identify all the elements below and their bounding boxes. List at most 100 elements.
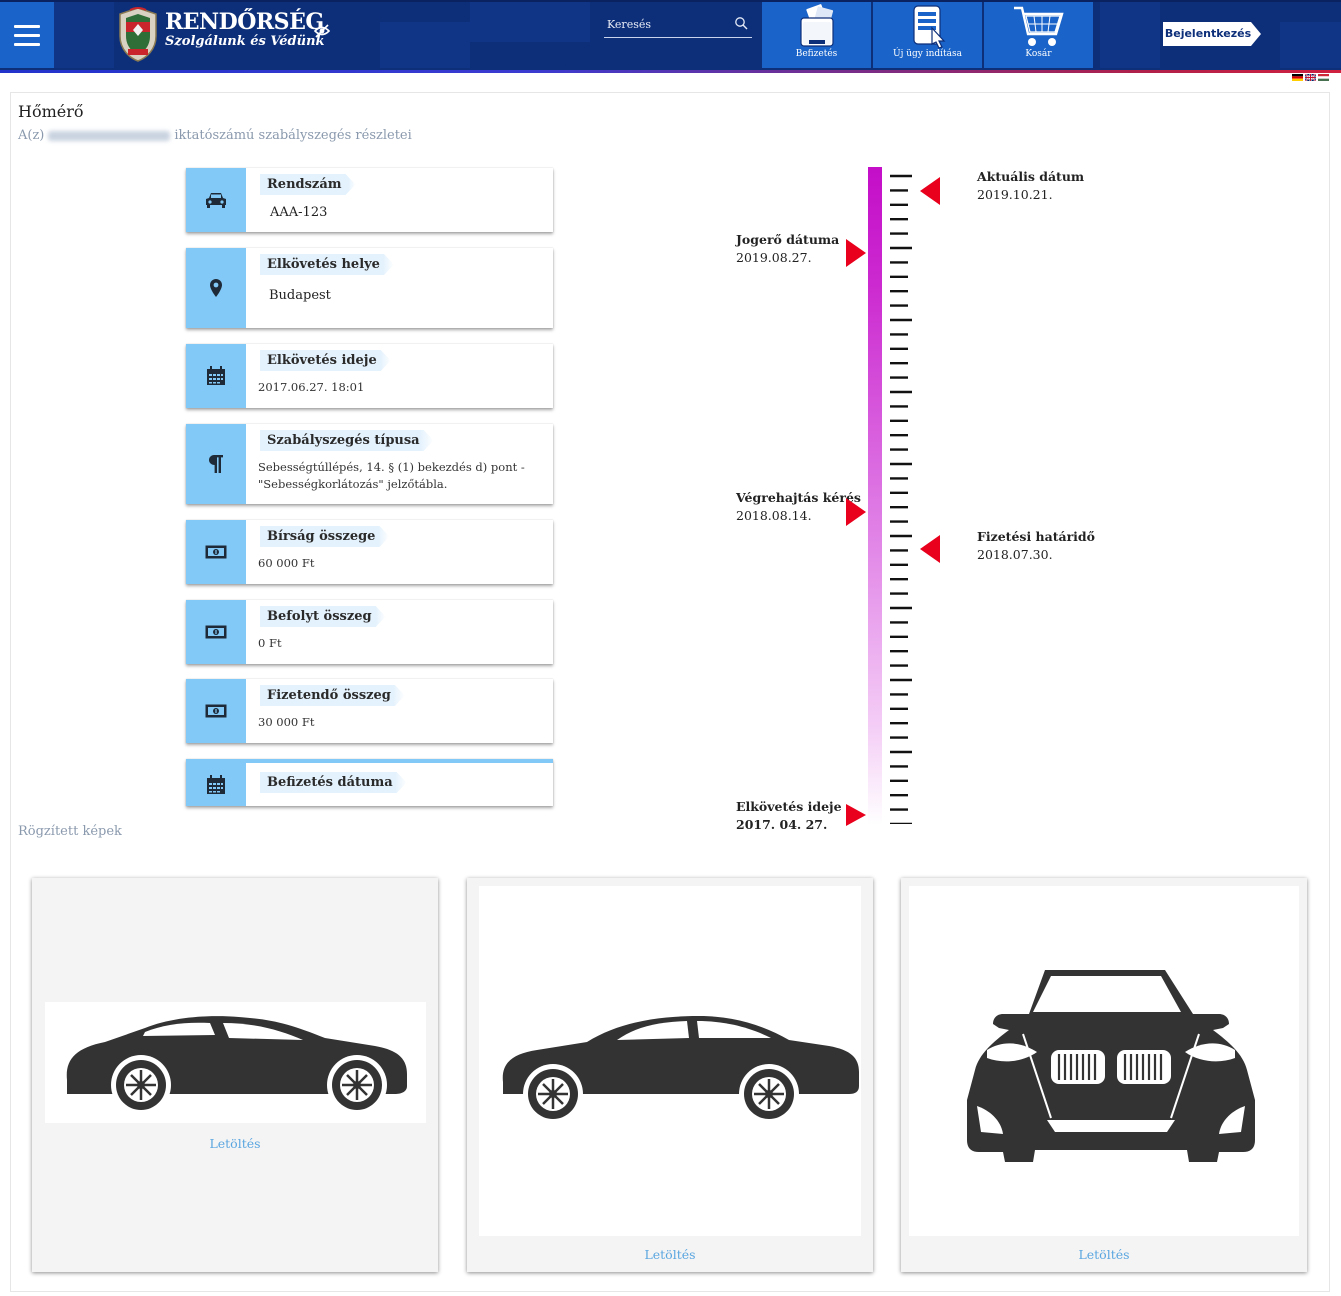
card-label: Befizetés dátuma <box>260 772 407 793</box>
download-link[interactable]: Letöltés <box>1078 1247 1130 1262</box>
arrow-marker-legal-force-date <box>846 239 866 267</box>
menu-icon-bar <box>14 42 40 46</box>
marker-label: Fizetési határidő <box>977 529 1096 544</box>
recorded-image[interactable] <box>909 886 1299 1236</box>
nav-new-case-button[interactable]: Új ügy indítása <box>873 2 983 68</box>
card-label: Elkövetés ideje <box>260 350 391 371</box>
header-background-tile <box>1100 2 1160 68</box>
paragraph-icon <box>209 455 223 473</box>
card-icon-box <box>186 248 246 328</box>
recorded-image[interactable] <box>479 886 861 1236</box>
brand-title: RENDŐRSÉG <box>165 9 324 35</box>
login-label: Bejelentkezés <box>1164 27 1252 40</box>
marker-current-date: Aktuális dátum 2019.10.21. <box>977 168 1084 204</box>
nav-new-case-label: Új ügy indítása <box>892 49 963 59</box>
menu-icon-bar <box>14 24 40 28</box>
page-subtitle: A(z) iktatószámú szabályszegés részletei <box>18 128 412 143</box>
banknote-icon <box>205 545 227 559</box>
info-card-paid-amount: Befolyt összeg 0 Ft <box>186 600 553 664</box>
card-icon-box <box>186 679 246 743</box>
header-background-tile <box>470 2 590 42</box>
card-label: Rendszám <box>260 174 356 195</box>
card-value-paid-amount: 0 Ft <box>258 636 282 650</box>
calendar-icon <box>207 774 225 794</box>
recorded-image-card: Letöltés <box>901 878 1307 1272</box>
marker-label: Elkövetés ideje <box>736 799 842 814</box>
login-button-shape <box>1163 22 1261 46</box>
flag-en-icon[interactable] <box>1305 74 1316 81</box>
nav-cart-button[interactable]: Kosár <box>984 2 1094 68</box>
flag-hu-icon[interactable] <box>1318 74 1329 81</box>
arrow-marker-enforcement-request <box>846 498 866 526</box>
banknote-icon <box>205 704 227 718</box>
download-link[interactable]: Letöltés <box>644 1247 696 1262</box>
marker-offense-time: Elkövetés ideje 2017. 04. 27. <box>736 798 842 834</box>
info-card-fine-amount: Bírság összege 60 000 Ft <box>186 520 553 584</box>
cart-icon <box>1013 6 1064 46</box>
flag-de-icon[interactable] <box>1292 74 1303 81</box>
card-label: Bírság összege <box>260 526 389 547</box>
thermometer-bar <box>868 167 882 825</box>
marker-enforcement-request: Végrehajtás kérés 2018.08.14. <box>736 489 861 525</box>
card-icon-box <box>186 424 246 504</box>
info-card-offense-time: Elkövetés ideje 2017.06.27. 18:01 <box>186 344 553 408</box>
card-value-violation-line1: Sebességtúllépés, 14. § (1) bekezdés d) … <box>258 460 525 474</box>
header-background-tile <box>1280 22 1341 68</box>
card-label: Szabályszegés típusa <box>260 430 434 451</box>
info-card-license-plate: Rendszám AAA-123 <box>186 168 553 232</box>
calendar-icon <box>207 366 225 385</box>
header-background-tile <box>380 22 470 68</box>
accessibility-eye-icon[interactable] <box>314 24 330 38</box>
subtitle-suffix: iktatószámú szabályszegés részletei <box>174 128 412 143</box>
wallet-icon <box>799 4 834 47</box>
brand-slogan: Szolgálunk és Védünk <box>165 34 325 49</box>
nav-payment-button[interactable]: Befizetés <box>762 2 872 68</box>
card-icon-box <box>186 600 246 664</box>
menu-icon-bar <box>14 33 40 37</box>
hamburger-menu-button[interactable] <box>0 2 54 68</box>
header-accent-line <box>0 70 1341 73</box>
arrow-marker-payment-deadline <box>920 535 940 563</box>
search-box <box>604 12 752 38</box>
car-front-icon <box>967 970 1255 1162</box>
search-icon[interactable] <box>734 16 748 30</box>
marker-date: 2017. 04. 27. <box>736 817 828 832</box>
car-side-icon <box>66 1016 407 1115</box>
card-icon-box <box>186 520 246 584</box>
arrow-marker-current-date <box>920 177 940 205</box>
map-pin-icon <box>210 279 222 297</box>
redacted-case-number <box>48 130 171 141</box>
marker-date: 2019.10.21. <box>977 187 1053 202</box>
marker-label: Aktuális dátum <box>977 169 1085 184</box>
police-crest-logo[interactable] <box>116 6 160 62</box>
card-icon-box <box>186 168 246 232</box>
card-label: Fizetendő összeg <box>260 685 405 706</box>
card-value-offense-time: 2017.06.27. 18:01 <box>258 380 365 394</box>
card-value-violation-line2: "Sebességkorlátozás" jelzőtábla. <box>258 477 448 491</box>
card-label: Elkövetés helye <box>260 254 394 275</box>
nav-cart-label: Kosár <box>1025 49 1052 59</box>
card-icon-box <box>186 344 246 408</box>
recorded-images-title: Rögzített képek <box>18 824 122 839</box>
login-button[interactable]: Bejelentkezés <box>1163 22 1263 46</box>
header-background-tile <box>54 2 114 68</box>
recorded-image-card: Letöltés <box>467 878 873 1272</box>
recorded-image-card: Letöltés <box>32 878 438 1272</box>
subtitle-prefix: A(z) <box>18 128 45 143</box>
thermometer-scale <box>890 174 912 824</box>
info-card-violation-type: Szabályszegés típusa Sebességtúllépés, 1… <box>186 424 553 504</box>
card-icon-box <box>186 763 246 806</box>
marker-date: 2018.08.14. <box>736 508 812 523</box>
search-input[interactable] <box>604 12 752 36</box>
arrow-marker-offense-time <box>846 804 866 826</box>
marker-legal-force-date: Jogerő dátuma 2019.08.27. <box>736 231 839 267</box>
info-card-payment-date: Befizetés dátuma <box>186 759 553 806</box>
brand-wordmark[interactable]: RENDŐRSÉG Szolgálunk és Védünk <box>165 10 325 50</box>
marker-date: 2018.07.30. <box>977 547 1053 562</box>
download-link[interactable]: Letöltés <box>209 1136 261 1151</box>
touch-phone-icon <box>912 5 945 49</box>
card-value-license-plate: AAA-123 <box>270 205 328 220</box>
banknote-icon <box>205 625 227 639</box>
recorded-image[interactable] <box>45 1002 426 1123</box>
card-value-location: Budapest <box>269 288 331 303</box>
